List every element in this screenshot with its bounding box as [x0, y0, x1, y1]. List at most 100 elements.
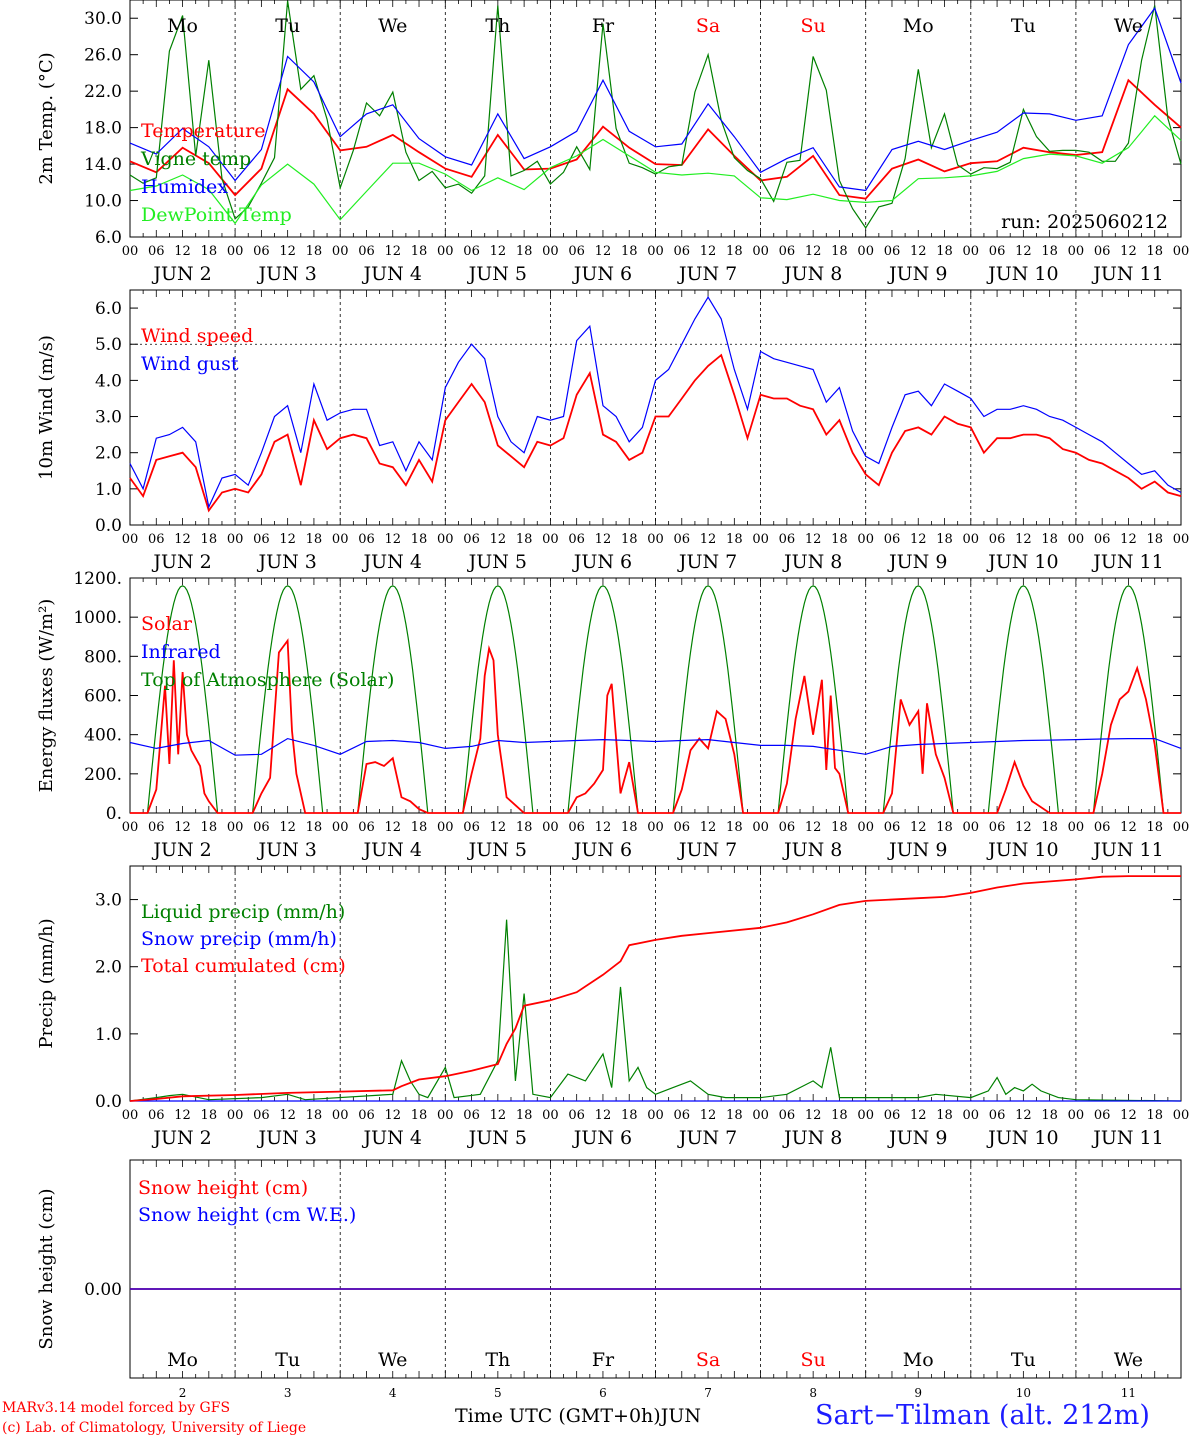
hour-tick-label: 12	[1120, 244, 1137, 259]
hour-tick-label: 00	[542, 820, 559, 835]
date-label: JUN 3	[256, 263, 316, 285]
weekday-label: Fr	[592, 15, 615, 37]
hour-tick-label: 00	[437, 1108, 454, 1123]
hour-tick-label: 00	[122, 532, 139, 547]
date-label: JUN 5	[467, 263, 527, 285]
weekday-label: We	[1114, 15, 1143, 37]
weekday-label: Th	[485, 15, 510, 37]
y-tick-label: 4.0	[95, 371, 122, 391]
weekday-label: Tu	[275, 15, 300, 37]
hour-tick-label: 12	[490, 820, 507, 835]
hour-tick-label: 12	[279, 244, 296, 259]
date-label: JUN 4	[362, 263, 422, 285]
day-number: 4	[389, 1386, 397, 1400]
day-number: 8	[809, 1386, 817, 1400]
hour-tick-label: 06	[358, 1108, 375, 1123]
hour-tick-label: 00	[122, 820, 139, 835]
hour-tick-label: 12	[700, 532, 717, 547]
hour-tick-label: 18	[1146, 244, 1163, 259]
y-tick-label: 14.0	[84, 155, 122, 175]
hour-tick-label: 00	[647, 532, 664, 547]
hour-tick-label: 06	[1094, 1108, 1111, 1123]
time-axis-label: Time UTC (GMT+0h)	[455, 1405, 661, 1427]
hour-tick-label: 12	[1120, 820, 1137, 835]
day-number: 3	[284, 1386, 292, 1400]
hour-tick-label: 12	[174, 244, 191, 259]
y-tick-label: 26.0	[84, 46, 122, 66]
hour-tick-label: 18	[936, 244, 953, 259]
y-axis-label: Precip (mm/h)	[36, 918, 57, 1048]
date-label: JUN 3	[256, 839, 316, 861]
hour-tick-label: 00	[857, 1108, 874, 1123]
date-label: JUN 5	[467, 1127, 527, 1149]
weekday-label: Mo	[167, 15, 198, 37]
date-label: JUN 6	[572, 551, 632, 573]
hour-tick-label: 00	[1173, 244, 1190, 259]
hour-tick-label: 12	[279, 532, 296, 547]
date-label: JUN 9	[887, 263, 947, 285]
hour-tick-label: 06	[253, 820, 270, 835]
weekday-label: Mo	[167, 1349, 198, 1371]
date-label: JUN 6	[572, 1127, 632, 1149]
hour-tick-label: 06	[884, 820, 901, 835]
weekday-label: Su	[801, 15, 826, 37]
date-label: JUN 7	[677, 839, 737, 861]
station-title: Sart−Tilman (alt. 212m)	[815, 1400, 1150, 1431]
y-tick-label: 3.0	[95, 408, 122, 428]
date-label: JUN 10	[986, 551, 1058, 573]
hour-tick-label: 06	[779, 820, 796, 835]
hour-tick-label: 00	[437, 244, 454, 259]
time-axis-caption: Time UTC (GMT+0h)JUN	[455, 1405, 701, 1427]
hour-tick-label: 06	[989, 244, 1006, 259]
hour-tick-label: 12	[384, 532, 401, 547]
solar-line	[130, 638, 1181, 814]
hour-tick-label: 06	[568, 532, 585, 547]
hour-tick-label: 18	[726, 532, 743, 547]
hour-tick-label: 12	[279, 1108, 296, 1123]
total-cumulated-cm-line	[129, 875, 1181, 1102]
weekday-label: Tu	[1011, 15, 1036, 37]
hour-tick-label: 00	[332, 244, 349, 259]
hour-tick-label: 12	[700, 244, 717, 259]
hour-tick-label: 18	[831, 1108, 848, 1123]
day-number: 6	[599, 1386, 607, 1400]
hour-tick-label: 00	[752, 820, 769, 835]
hour-tick-label: 06	[358, 532, 375, 547]
toa-solar-line	[567, 585, 639, 814]
hour-tick-label: 12	[700, 820, 717, 835]
date-label: JUN 9	[887, 1127, 947, 1149]
hour-tick-label: 12	[1015, 244, 1032, 259]
hour-tick-label: 06	[989, 532, 1006, 547]
date-label: JUN 7	[677, 263, 737, 285]
toa-solar-line	[1092, 585, 1165, 814]
date-label: JUN 2	[151, 839, 211, 861]
day-number: 10	[1016, 1386, 1031, 1400]
hour-tick-label: 18	[201, 820, 218, 835]
hour-tick-label: 12	[595, 532, 612, 547]
y-tick-label: 2.0	[95, 444, 122, 464]
hour-tick-label: 12	[490, 1108, 507, 1123]
hour-tick-label: 06	[779, 244, 796, 259]
hour-tick-label: 18	[831, 244, 848, 259]
date-label: JUN 4	[362, 551, 422, 573]
hour-tick-label: 00	[437, 820, 454, 835]
lab-credit: (c) Lab. of Climatology, University of L…	[2, 1420, 307, 1436]
date-label: JUN 9	[887, 551, 947, 573]
hour-tick-label: 12	[1120, 532, 1137, 547]
y-tick-label: 10.0	[84, 192, 122, 212]
day-number: 9	[914, 1386, 922, 1400]
y-tick-label: 6.0	[95, 228, 122, 248]
hour-tick-label: 18	[411, 244, 428, 259]
legend-entry: Vigne temp	[140, 148, 251, 170]
toa-solar-line	[987, 585, 1059, 814]
hour-tick-label: 00	[1173, 532, 1190, 547]
hour-tick-label: 06	[463, 532, 480, 547]
hour-tick-label: 18	[831, 532, 848, 547]
month-label: JUN	[660, 1405, 701, 1427]
hour-tick-label: 12	[1015, 1108, 1032, 1123]
hour-tick-label: 00	[647, 820, 664, 835]
date-label: JUN 2	[151, 551, 211, 573]
hour-tick-label: 12	[595, 1108, 612, 1123]
toa-solar-line	[882, 585, 954, 814]
hour-tick-label: 18	[1146, 1108, 1163, 1123]
